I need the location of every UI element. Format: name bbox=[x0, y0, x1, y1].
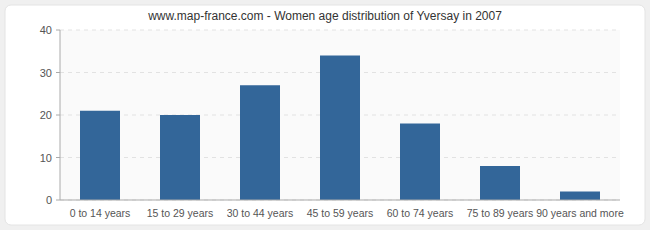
bar bbox=[160, 115, 200, 200]
y-tick-label: 10 bbox=[40, 152, 52, 164]
x-tick-label: 30 to 44 years bbox=[227, 207, 294, 219]
y-tick bbox=[56, 157, 60, 158]
x-tick-label: 15 to 29 years bbox=[147, 207, 214, 219]
chart-container: www.map-france.com - Women age distribut… bbox=[0, 0, 650, 230]
grid-line bbox=[60, 30, 620, 31]
y-tick-label: 40 bbox=[40, 24, 52, 36]
y-tick-label: 0 bbox=[46, 194, 52, 206]
bar bbox=[240, 85, 280, 200]
plot-area bbox=[60, 30, 620, 200]
x-tick-label: 60 to 74 years bbox=[387, 207, 454, 219]
y-tick bbox=[56, 115, 60, 116]
grid-line bbox=[60, 200, 620, 201]
x-tick-label: 0 to 14 years bbox=[70, 207, 131, 219]
bar bbox=[80, 111, 120, 200]
bar bbox=[400, 124, 440, 201]
background bbox=[0, 0, 650, 230]
x-axis bbox=[60, 200, 620, 201]
x-tick-label: 75 to 89 years bbox=[467, 207, 534, 219]
panel bbox=[5, 5, 645, 225]
bar bbox=[480, 166, 520, 200]
y-axis bbox=[60, 30, 61, 200]
y-tick bbox=[56, 200, 60, 201]
bar bbox=[560, 192, 600, 201]
x-tick-label: 90 years and more bbox=[536, 207, 624, 219]
y-tick-label: 30 bbox=[40, 67, 52, 79]
bar bbox=[320, 56, 360, 201]
x-tick-label: 45 to 59 years bbox=[307, 207, 374, 219]
y-tick bbox=[56, 30, 60, 31]
y-tick-label: 20 bbox=[40, 109, 52, 121]
title: www.map-france.com - Women age distribut… bbox=[147, 9, 502, 23]
chart-svg: www.map-france.com - Women age distribut… bbox=[0, 0, 650, 230]
y-tick bbox=[56, 72, 60, 73]
bars bbox=[80, 56, 600, 201]
